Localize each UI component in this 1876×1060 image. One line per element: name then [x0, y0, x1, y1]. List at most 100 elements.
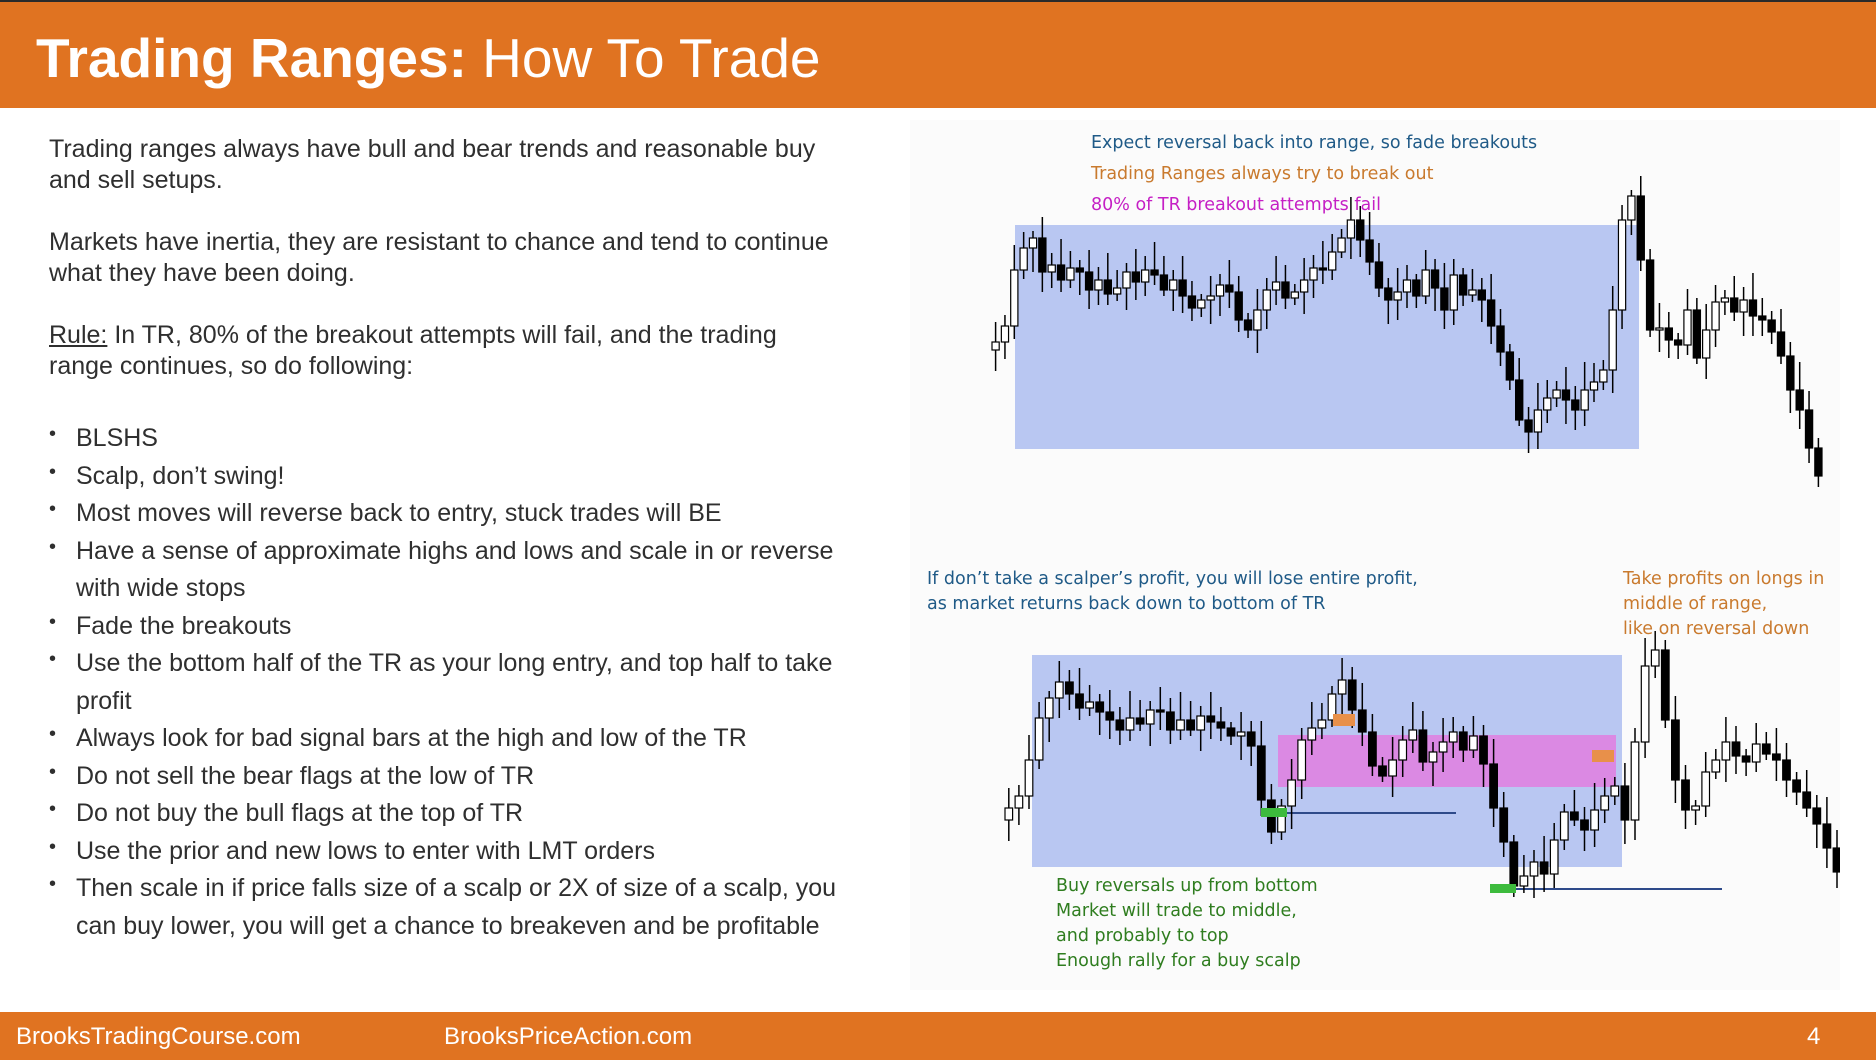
candle-body	[1115, 719, 1125, 731]
candle-body	[1094, 279, 1103, 291]
candle-body	[1449, 274, 1458, 311]
candle-body	[1150, 269, 1159, 276]
entry-marker	[1490, 884, 1516, 893]
candle-body	[1327, 693, 1337, 721]
candle-body	[1767, 319, 1776, 333]
candle-body	[1539, 861, 1549, 875]
candle-body	[1440, 287, 1449, 311]
candle-body	[1832, 847, 1840, 873]
candle-body	[1804, 409, 1814, 449]
candle-body	[1253, 309, 1262, 331]
candle-body	[1701, 329, 1711, 359]
candle-body	[1673, 339, 1683, 346]
bullet-item: Have a sense of approximate highs and lo…	[49, 529, 839, 608]
note-scalper-profit: If don’t take a scalper’s profit, you wi…	[927, 569, 1418, 589]
candle-body	[1438, 741, 1448, 753]
candle-body	[1318, 267, 1328, 271]
exit-marker	[1592, 750, 1614, 762]
paragraph-2: Markets have inertia, they are resistant…	[49, 228, 829, 287]
candle-body	[1776, 331, 1786, 357]
candle-body	[1496, 325, 1505, 353]
candle-body	[1721, 741, 1731, 761]
candle-body	[1262, 289, 1271, 311]
candle-body	[1135, 717, 1145, 725]
candle-body	[1131, 271, 1141, 283]
candle-body	[1155, 709, 1165, 713]
candle-body	[1159, 274, 1169, 291]
exit-marker	[1333, 714, 1355, 726]
candle-body	[1236, 731, 1246, 737]
footer-site-course: BrooksTradingCourse.com	[16, 1023, 301, 1050]
candle-body	[1095, 701, 1105, 713]
bullet-item: Scalp, don’t swing!	[49, 454, 839, 496]
candle-body	[1519, 875, 1529, 887]
candle-body	[1000, 325, 1010, 343]
note-fade-breakouts: Expect reversal back into range, so fade…	[1091, 133, 1538, 153]
candle-body	[1347, 679, 1357, 711]
note-take-profits: Take profits on longs in	[1623, 569, 1825, 589]
candle-body	[1408, 729, 1418, 741]
candle-body	[1569, 811, 1579, 821]
candle-body	[1418, 729, 1428, 763]
candle-body	[1206, 715, 1216, 723]
candle-body	[991, 341, 1000, 351]
candle-body	[1509, 841, 1519, 887]
candle-body	[1271, 281, 1281, 291]
candle-body	[1711, 759, 1721, 773]
candle-body	[1187, 295, 1197, 309]
candle-body	[1477, 289, 1487, 301]
candle-body	[1660, 649, 1670, 721]
candle-body	[1640, 665, 1650, 743]
candle-body	[1730, 297, 1739, 313]
candle-body	[1197, 299, 1206, 309]
candle-body	[1215, 284, 1225, 297]
candle-body	[1549, 839, 1559, 875]
candle-body	[1430, 269, 1440, 289]
candle-body	[1479, 735, 1488, 765]
candle-body	[1105, 711, 1115, 721]
top-candles	[991, 176, 1823, 487]
candle-body	[1731, 741, 1741, 757]
candle-body	[1681, 779, 1690, 811]
candle-body	[1627, 195, 1636, 221]
candle-body	[1580, 389, 1589, 411]
candle-body	[1748, 299, 1758, 317]
candle-body	[1533, 409, 1543, 433]
candle-body	[1075, 267, 1084, 273]
bullet-item: Most moves will reverse back to entry, s…	[49, 491, 839, 533]
candle-body	[1066, 267, 1075, 281]
bullet-list: BLSHS Scalp, don’t swing! Most moves wil…	[49, 416, 839, 945]
candle-body	[1589, 381, 1599, 391]
candle-body	[1166, 711, 1175, 731]
candle-body	[1010, 269, 1019, 327]
candle-body	[1580, 819, 1589, 831]
candle-body	[1287, 779, 1296, 807]
candle-body	[1028, 237, 1038, 249]
candle-body	[1758, 315, 1767, 321]
candle-body	[1317, 719, 1327, 729]
candle-body	[1412, 279, 1421, 297]
candle-body	[1307, 727, 1317, 741]
candle-body	[1711, 301, 1720, 331]
body-text: Trading ranges always have bull and bear…	[49, 134, 839, 945]
candle-body	[1458, 731, 1468, 751]
note-breakouts-fail: 80% of TR breakout attempts fail	[1091, 195, 1381, 215]
bullet-item: Always look for bad signal bars at the h…	[49, 716, 839, 758]
candle-body	[1610, 785, 1620, 797]
candle-body	[1256, 745, 1266, 801]
candle-body	[1814, 447, 1823, 477]
candle-body	[1054, 681, 1064, 699]
rule-paragraph: Rule: In TR, 80% of the breakout attempt…	[49, 320, 839, 382]
candle-body	[1290, 291, 1300, 299]
candle-body	[1176, 719, 1185, 731]
candle-body	[1650, 649, 1660, 667]
note-take-profits-2: middle of range,	[1623, 594, 1768, 614]
candle-body	[1378, 765, 1387, 777]
bullet-item: Do not sell the bear flags at the low of…	[49, 754, 839, 796]
candle-body	[1216, 721, 1226, 729]
candle-body	[1034, 717, 1044, 761]
candle-body	[1297, 739, 1307, 781]
candle-body	[1084, 271, 1094, 291]
candle-body	[1771, 753, 1781, 761]
price-charts	[991, 176, 1840, 898]
